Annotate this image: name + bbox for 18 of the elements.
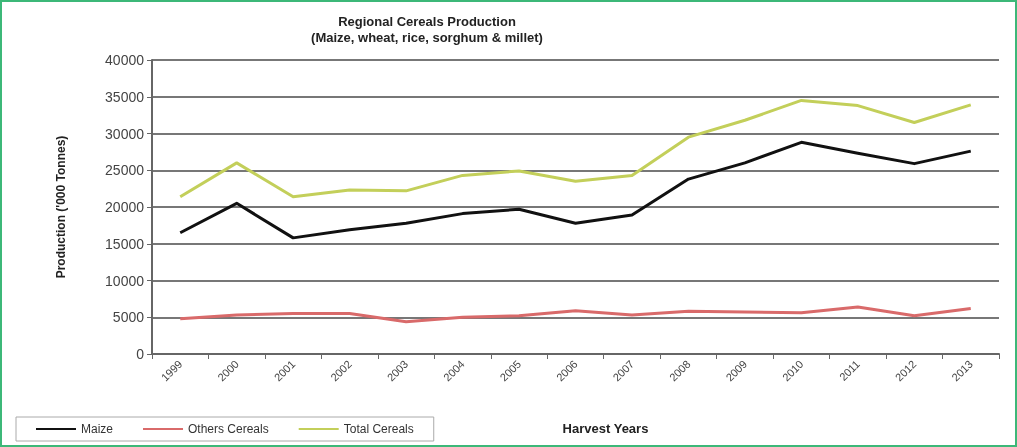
legend-label: Maize [81, 422, 114, 436]
y-tick-label: 40000 [105, 52, 145, 68]
legend-label: Total Cereals [343, 422, 414, 436]
line-series [178, 98, 973, 199]
y-axis-title: Production ('000 Tonnes) [54, 135, 68, 279]
y-tick-label: 20000 [105, 199, 145, 215]
y-tick-label: 5000 [112, 309, 145, 326]
y-tick-label: 0 [136, 346, 145, 362]
y-tick-label: 10000 [105, 272, 145, 289]
legend-label: Others Cereals [188, 422, 269, 436]
chart-title: Regional Cereals Production (Maize, wheat, rice, sorghum & millet) [311, 13, 543, 45]
y-tick-label: 35000 [105, 88, 145, 105]
y-tick-label: 15000 [105, 235, 145, 252]
x-axis-title: Harvest Years [562, 421, 649, 436]
y-tick-label: 25000 [105, 162, 145, 179]
y-tick-label: 30000 [105, 125, 145, 142]
line-series [178, 305, 973, 324]
line-series [178, 140, 973, 240]
